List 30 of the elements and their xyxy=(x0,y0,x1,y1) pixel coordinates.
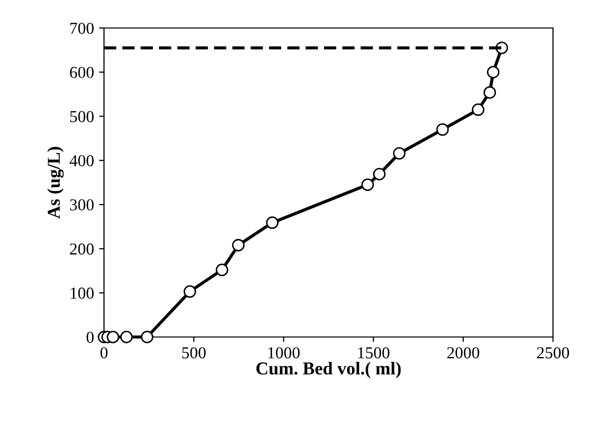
point xyxy=(184,285,196,298)
point xyxy=(106,330,120,344)
point xyxy=(266,216,279,229)
point xyxy=(140,330,154,344)
point xyxy=(216,264,228,276)
x-tick-label: 2500 xyxy=(537,347,570,358)
point xyxy=(232,238,245,252)
x-tick-label: 2000 xyxy=(447,347,480,358)
y-tick-label: 200 xyxy=(70,243,94,255)
point xyxy=(484,86,496,99)
y-tick-label: 500 xyxy=(70,110,94,122)
point xyxy=(120,330,133,344)
point xyxy=(361,178,374,191)
y-tick-label: 0 xyxy=(86,332,94,343)
x-tick-label: 1000 xyxy=(268,347,300,358)
x-tick-label: 1500 xyxy=(358,347,390,358)
y-tick-label: 300 xyxy=(70,199,94,211)
point xyxy=(486,66,500,78)
point xyxy=(436,123,449,136)
x-axis-title: Cum. Bed vol.( ml) xyxy=(256,362,401,378)
y-tick-label: 600 xyxy=(70,66,94,78)
x-tick-label: 0 xyxy=(100,347,108,358)
point xyxy=(472,103,484,116)
y-tick-label: 700 xyxy=(70,22,94,34)
y-tick-label: 100 xyxy=(70,288,94,299)
point xyxy=(373,168,386,180)
y-tick-label: 400 xyxy=(70,155,94,166)
x-tick-label: 500 xyxy=(182,347,206,358)
point xyxy=(393,147,406,160)
y-axis-title: As (ug/L) xyxy=(47,146,64,219)
